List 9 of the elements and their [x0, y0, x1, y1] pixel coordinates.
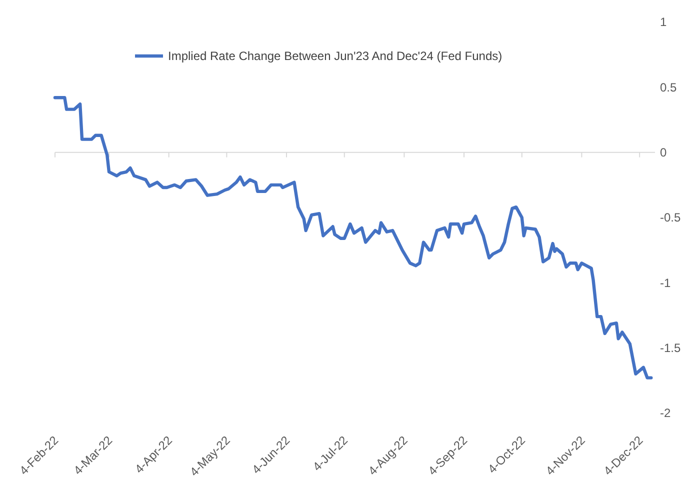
y-tick-label: -2 [660, 406, 671, 420]
legend-label: Implied Rate Change Between Jun'23 And Dec'24 (Fed Funds) [168, 49, 502, 64]
y-tick-label: -1 [660, 276, 671, 290]
y-tick-label: 0.5 [660, 80, 678, 94]
y-tick-label: -1.5 [660, 341, 682, 356]
y-tick-label: -0.5 [660, 210, 682, 225]
y-tick-label: 1 [660, 15, 667, 30]
y-tick-label: 0 [660, 146, 667, 160]
line-series [53, 96, 653, 380]
